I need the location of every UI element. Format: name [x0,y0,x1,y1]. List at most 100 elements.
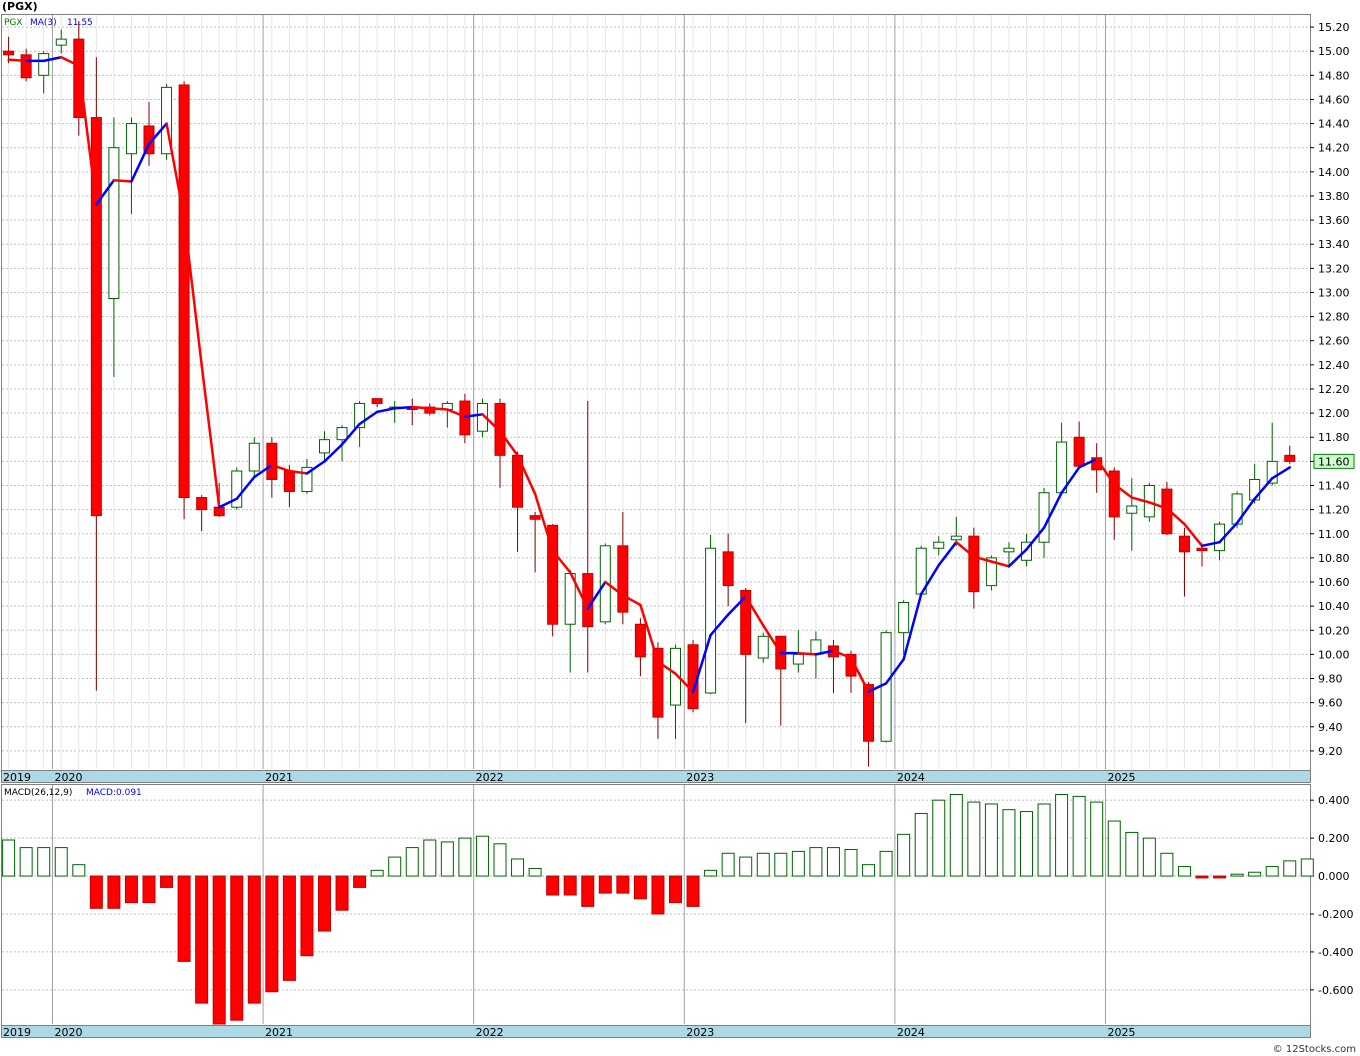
macd-bar [1142,837,1156,877]
candle [1003,542,1015,568]
price-tick-label: 13.40 [1318,238,1350,251]
macd-bar [949,793,963,877]
ma-segment [340,422,361,446]
macd-year-axis-bar [1,1025,1311,1038]
candle-body [1108,470,1120,518]
macd-bar [862,864,876,877]
candle-body [196,497,208,511]
price-tick-label: 15.20 [1318,21,1350,34]
ma-segment [1253,477,1274,501]
candle [634,618,646,677]
macd-bar [493,843,507,877]
macd-bar [809,847,823,877]
candle [108,117,120,377]
macd-bar [1125,831,1139,877]
candle-body [1056,441,1068,494]
price-tick-label: 9.20 [1318,745,1343,758]
ma-segment [235,475,256,501]
macd-bar [1055,793,1069,877]
moving-average-line [7,55,1291,694]
macd-x-axis: 2019 2020 2021 2022 2023 2024 2025 [3,1026,1135,1039]
macd-bar [423,839,437,877]
macd-bar [704,869,718,877]
macd-bar [475,835,489,877]
ma-segment [691,633,712,694]
candle-body [336,427,348,441]
ma-segment [1235,497,1256,525]
macd-bar [54,847,68,877]
candle-body [301,466,313,493]
ma-segment [1025,526,1046,551]
price-tick-label: 13.80 [1318,190,1350,203]
footer-copyright: © 12Stocks.com [1272,1044,1356,1055]
macd-bar [581,875,595,907]
macd-bar [458,837,472,877]
candle-body [108,147,120,300]
ma-segment [656,660,677,675]
macd-bar [370,869,384,877]
candle [512,451,524,552]
macd-bar [335,875,349,911]
candle-body [617,545,629,613]
ma-segment [1113,483,1134,499]
macd-bar [1107,820,1121,877]
macd-y-axis: 0.400 0.200 0.000 -0.200 -0.400 -0.600 [1310,794,1353,997]
ma-segment [1130,496,1151,504]
candle-body [266,442,278,480]
ma-segment [498,429,519,457]
macd-bar [282,875,296,981]
ma-segment [270,463,291,473]
macd-bar [1283,860,1297,877]
candle-body [670,647,681,706]
candle [161,83,173,160]
candle-body [494,402,506,456]
ma-segment [621,594,642,607]
macd-bar [1037,803,1051,877]
macd-bar [546,875,560,896]
price-tick-label: 14.00 [1318,166,1350,179]
candle [301,458,313,494]
candle [441,401,453,428]
price-tick-label: 13.20 [1318,262,1350,275]
price-tick-label: 9.60 [1318,697,1343,710]
ma-segment [446,408,467,418]
price-tick-label: 10.20 [1318,624,1350,637]
macd-bar [686,875,700,907]
candle [757,632,769,663]
candle [266,437,278,498]
price-tick-label: 11.20 [1318,504,1350,517]
candle [933,536,945,556]
candle-body [950,535,962,541]
candle-body [371,398,383,404]
macd-bar [563,875,577,896]
macd-bar [1213,875,1227,879]
ma-segment [797,651,818,656]
ma-segment [972,555,993,563]
candle [1091,443,1103,493]
macd-bar [1300,858,1314,877]
ma-segment [481,413,502,433]
macd-bar [791,850,805,877]
candle-body [757,635,769,659]
price-tick-label: 14.60 [1318,93,1350,106]
macd-bar [19,847,33,877]
candle [1056,422,1068,496]
candlestick-series [3,21,1296,767]
ma-segment [1060,466,1081,494]
ma-segment [288,469,309,475]
macd-tick-label: 0.000 [1318,870,1350,883]
price-tick-label: 14.20 [1318,142,1350,155]
price-tick-label: 11.80 [1318,431,1350,444]
candle-body [985,557,997,587]
price-tick-label: 12.40 [1318,359,1350,372]
ma-segment [375,407,396,414]
macd-tick-label: -0.400 [1318,946,1353,959]
macd-bar [142,875,156,904]
macd-bar [195,875,209,1004]
candle-body [863,684,875,742]
macd-histogram [2,793,1314,1025]
ma-segment [902,592,923,661]
macd-year-label: 2024 [897,1026,925,1039]
ma-segment [1077,457,1098,469]
price-y-axis: 15.20 15.00 14.80 14.60 14.40 14.20 14.00 13.80… [1310,21,1350,758]
